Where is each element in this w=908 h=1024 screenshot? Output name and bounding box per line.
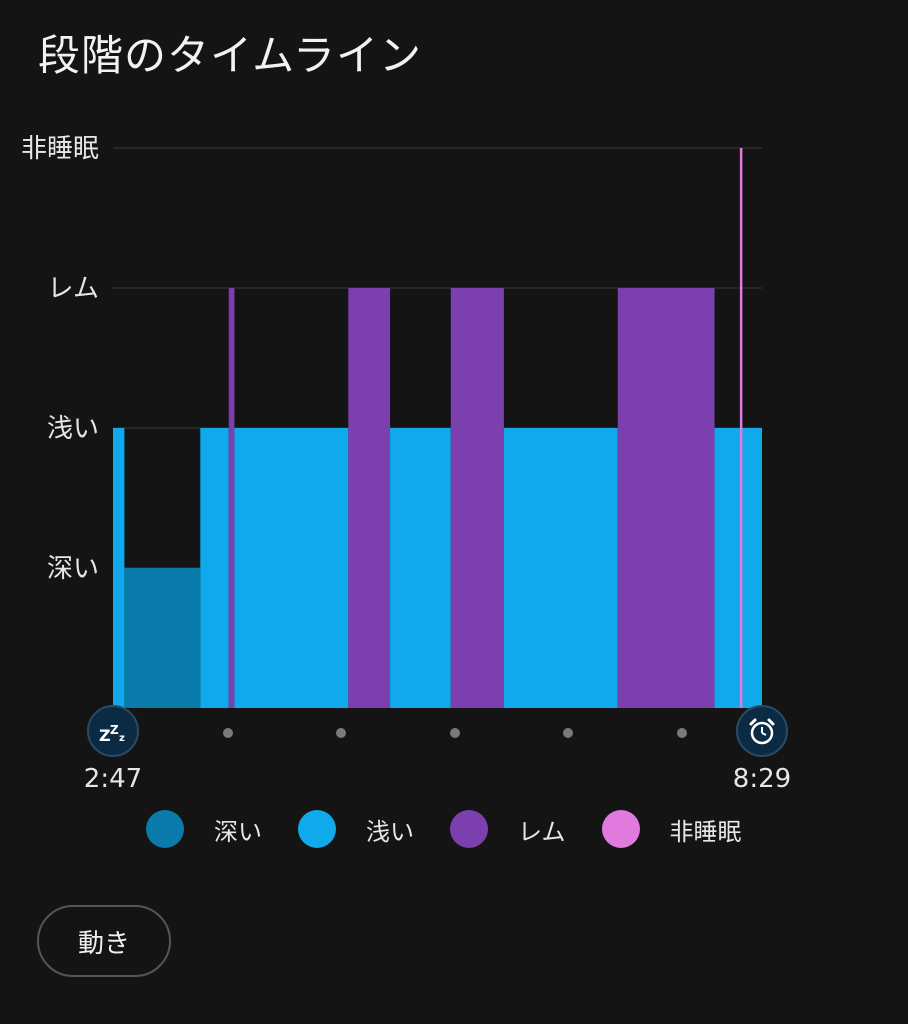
segment-rem <box>228 288 235 708</box>
level-label: 浅い <box>47 414 99 444</box>
alarm-clock-icon <box>736 705 788 757</box>
legend-label-awake: 非睡眠 <box>669 817 742 846</box>
legend-swatch-deep <box>146 810 184 848</box>
segment-deep <box>124 568 201 708</box>
svg-text:Z: Z <box>110 723 119 737</box>
chart-segments <box>113 288 762 708</box>
legend-item-light: 浅い <box>298 810 414 848</box>
movement-button[interactable]: 動き <box>37 905 171 977</box>
legend-item-rem: レム <box>450 810 566 848</box>
sleep-stage-chart: 深い 浅い レム 非睡眠 Z Z z 2:47 8:29 <box>21 134 791 794</box>
x-start-label: 2:47 <box>84 764 142 794</box>
axis-dot <box>223 728 233 738</box>
svg-text:Z: Z <box>99 726 111 745</box>
legend-item-awake: 非睡眠 <box>601 810 742 848</box>
axis-dot <box>563 728 573 738</box>
chart-axis-dots <box>223 728 687 738</box>
axis-dot <box>677 728 687 738</box>
segment-light <box>234 428 349 708</box>
legend-swatch-light <box>298 810 336 848</box>
chart-level-labels: 深い 浅い レム 非睡眠 <box>21 134 99 584</box>
segment-rem <box>450 288 504 708</box>
segment-light <box>113 428 125 708</box>
segment-light <box>714 428 762 708</box>
axis-dot <box>336 728 346 738</box>
legend-swatch-awake <box>601 810 640 848</box>
segment-light <box>390 428 451 708</box>
level-label: レム <box>48 274 99 304</box>
level-label: 深い <box>47 554 99 584</box>
page-title: 段階のタイムライン <box>38 31 423 80</box>
segment-light <box>503 428 618 708</box>
segment-rem <box>348 288 391 708</box>
segment-rem <box>617 288 715 708</box>
legend-label-light: 浅い <box>366 817 414 846</box>
segment-light <box>200 428 229 708</box>
legend-label-deep: 深い <box>214 817 262 846</box>
x-end-label: 8:29 <box>733 764 791 794</box>
level-label: 非睡眠 <box>21 134 99 164</box>
axis-dot <box>450 728 460 738</box>
zzz-icon: Z Z z <box>87 705 139 757</box>
legend-item-deep: 深い <box>146 810 262 848</box>
chart-legend: 深い 浅い レム 非睡眠 <box>146 810 778 848</box>
legend-label-rem: レム <box>518 817 566 846</box>
svg-text:z: z <box>119 733 125 744</box>
legend-swatch-rem <box>450 810 488 848</box>
